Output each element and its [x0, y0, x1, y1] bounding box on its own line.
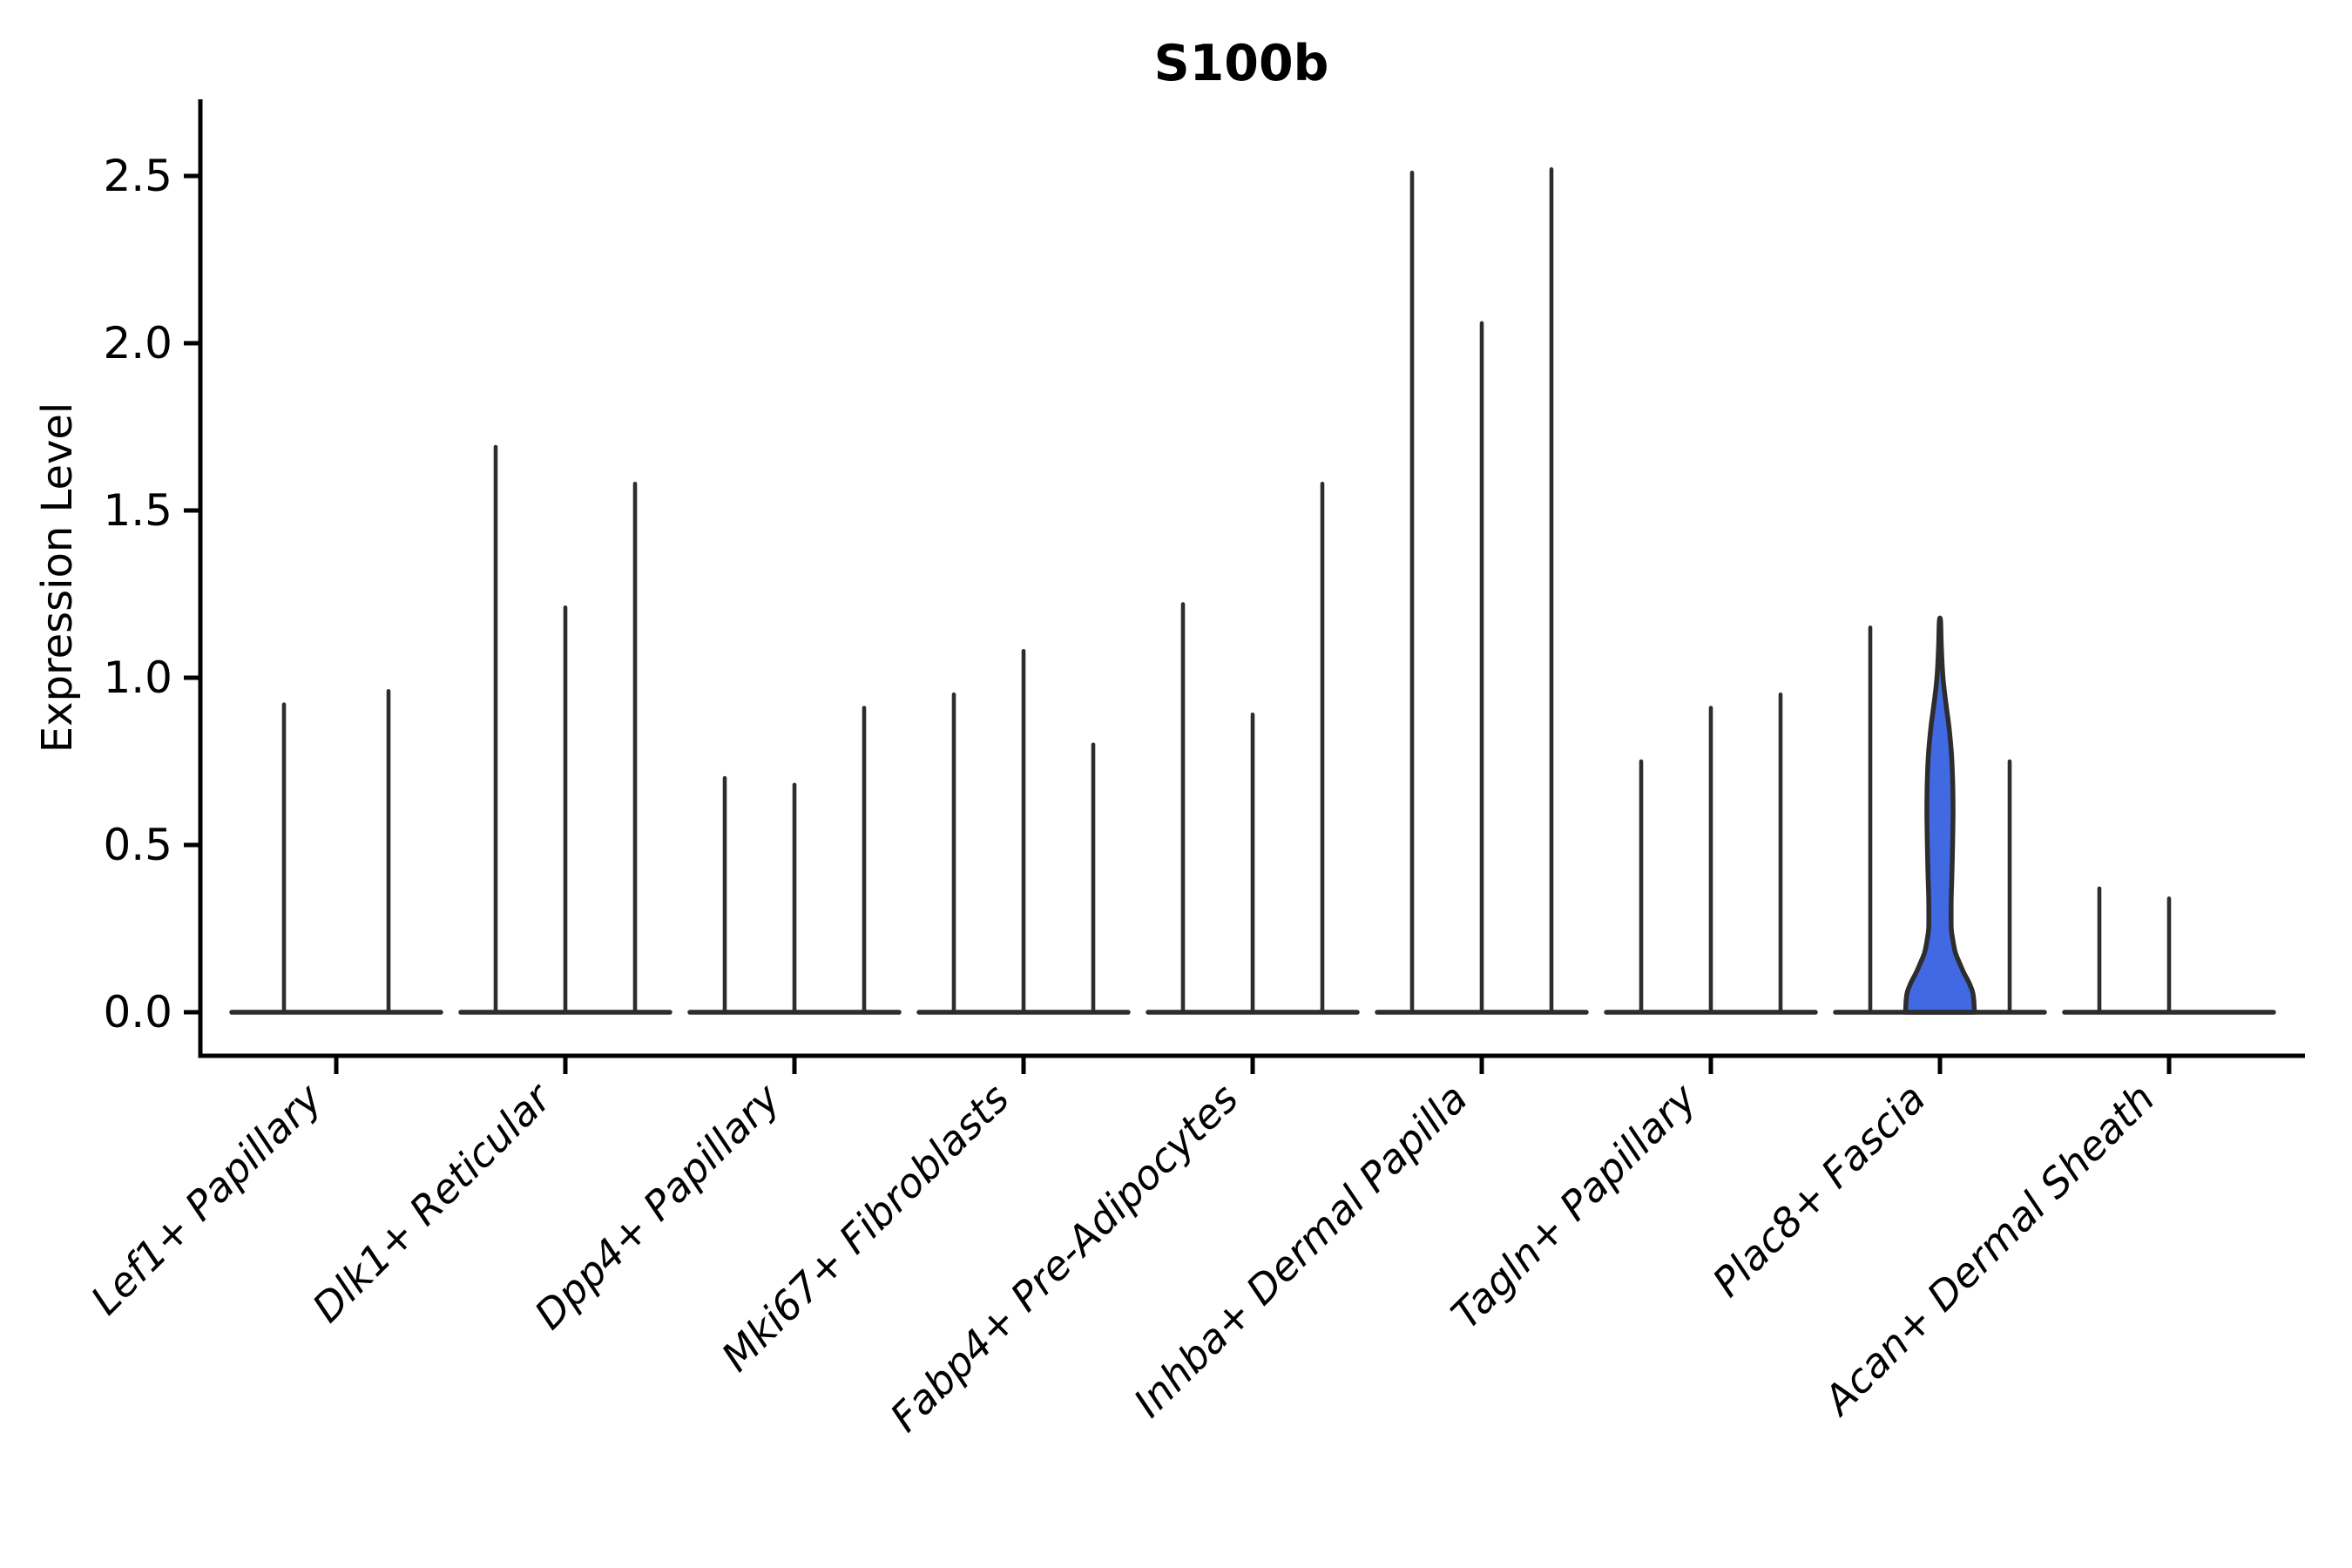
y-tick-label: 1.5: [103, 485, 172, 536]
y-axis-label: Expression Level: [33, 402, 82, 754]
axes-layer: 0.0 0.5 1.0 1.5 2.0 2.5: [103, 99, 2305, 1074]
violin-layer: [229, 167, 2276, 1015]
y-tick-label: 2.5: [103, 151, 172, 201]
y-tick-label: 2.0: [103, 318, 172, 368]
y-tick-label: 0.0: [103, 987, 172, 1037]
y-tick-label: 0.5: [103, 820, 172, 870]
highlighted-violin: [1903, 615, 1977, 1015]
chart-title: S100b: [1154, 35, 1329, 92]
y-tick-label: 1.0: [103, 652, 172, 703]
